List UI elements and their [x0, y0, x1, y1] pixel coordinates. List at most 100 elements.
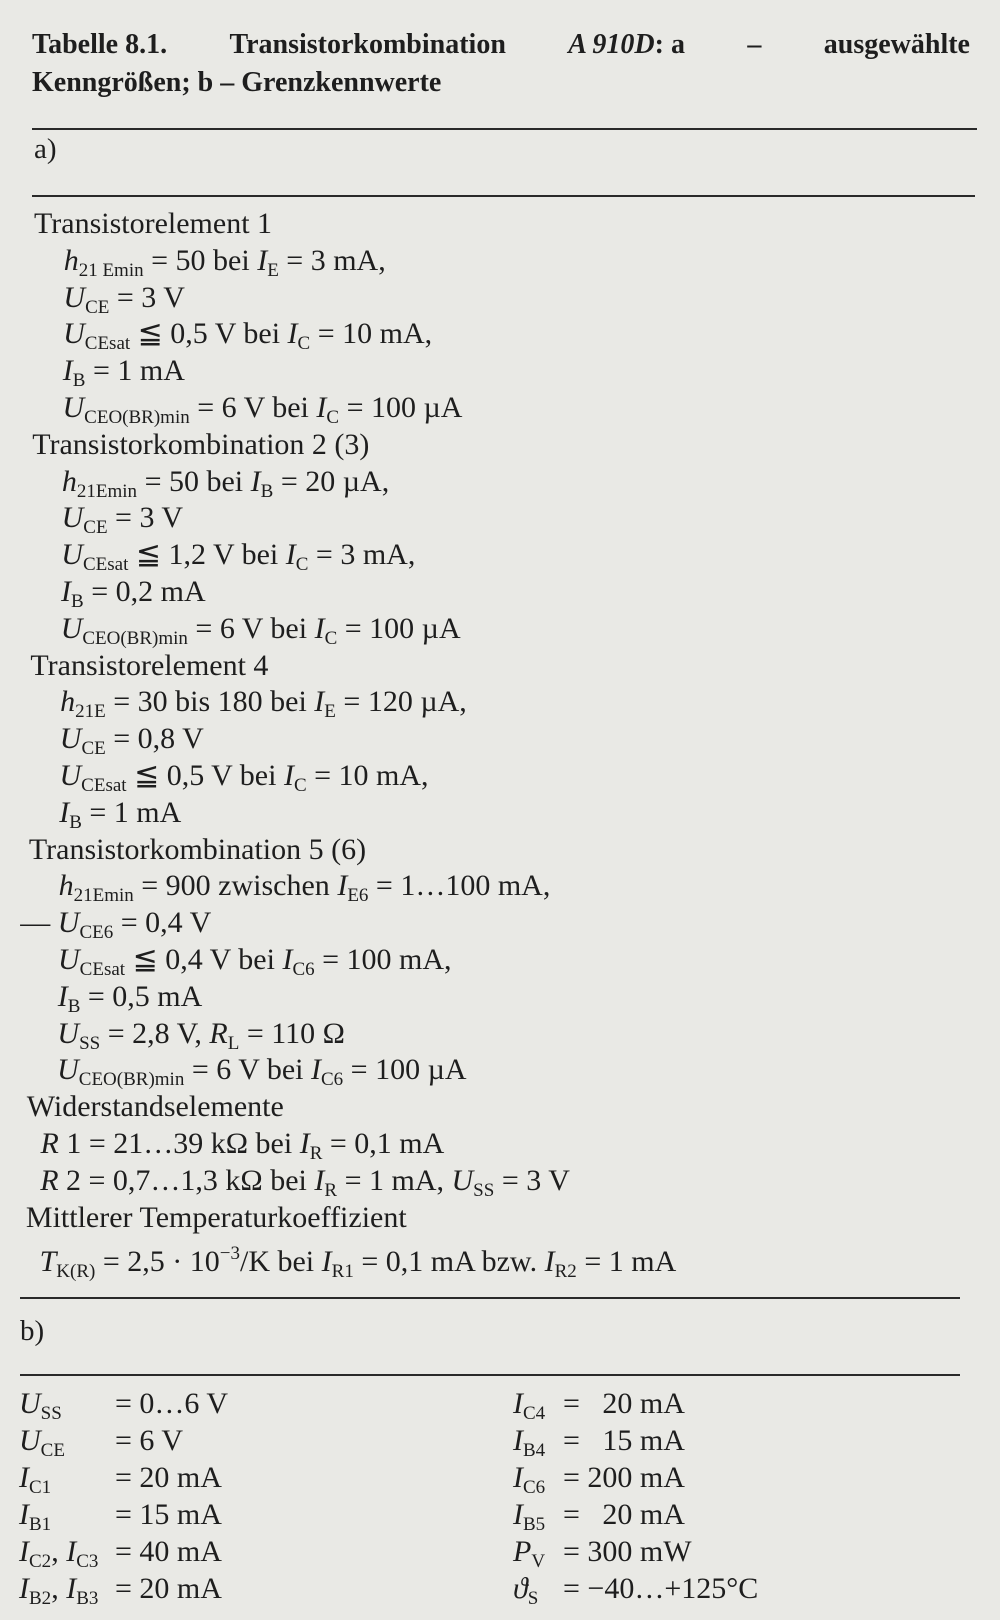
limit-name: IB5: [513, 1497, 545, 1543]
group-heading: Widerstandselemente: [27, 1089, 284, 1125]
limit-value: = 15 mA: [563, 1424, 685, 1457]
text-segment: I: [283, 759, 294, 792]
text-segment: Mittlerer Temperaturkoeffizient: [25, 1200, 407, 1234]
caption-part-a: : a: [654, 29, 685, 60]
text-segment: U: [59, 759, 82, 792]
text-segment: I: [19, 1535, 29, 1568]
text-segment: = 900 zwischen: [133, 869, 338, 903]
rule-b: [20, 1374, 960, 1376]
section-b-label: b): [20, 1315, 45, 1347]
caption-device: A 910D: [568, 29, 655, 60]
text-segment: = 0,8 V: [105, 722, 204, 756]
parameter-line: UCEO(BR)min = 6 V bei IC6 = 100 µA: [57, 1052, 466, 1098]
text-segment: I: [257, 243, 268, 277]
text-segment: T: [39, 1245, 57, 1279]
text-segment: R: [309, 1143, 323, 1164]
text-segment: Transistorelement 1: [34, 207, 273, 240]
limit-value: = 6 V: [115, 1424, 184, 1457]
parameter-line: IB = 0,2 mA: [61, 574, 206, 620]
parameter-line: USS = 2,8 V, RL = 110 Ω: [57, 1016, 345, 1062]
caption-ausgewaehlte: ausgewählte: [823, 29, 970, 60]
text-segment: K(R): [56, 1261, 96, 1283]
text-segment: U: [61, 501, 84, 535]
text-segment: I: [544, 1245, 555, 1279]
text-segment: I: [59, 795, 70, 829]
text-segment: = 110 Ω: [239, 1016, 345, 1050]
text-segment: = 1 mA: [576, 1245, 677, 1279]
text-segment: CEsat: [79, 959, 126, 980]
text-segment: I: [250, 464, 261, 498]
text-segment: I: [57, 979, 68, 1013]
limit-value: = 40 mA: [115, 1535, 222, 1568]
text-segment: U: [451, 1163, 474, 1197]
group-heading: Mittlerer Temperaturkoeffizient: [26, 1200, 407, 1236]
text-segment: CEsat: [81, 775, 127, 796]
text-segment: = 50 bei: [143, 243, 258, 277]
caption-line2: Kenngrößen; b – Grenzkennwerte: [32, 67, 442, 98]
parameter-line: IB = 0,5 mA: [58, 979, 203, 1025]
caption-dash: –: [747, 29, 762, 60]
text-segment: B: [72, 370, 86, 392]
text-segment: B: [71, 591, 84, 612]
limit-name: IB4: [513, 1423, 545, 1469]
text-segment: CEO(BR)min: [82, 627, 188, 649]
text-segment: = 6 V bei: [187, 611, 315, 645]
text-segment: Transistorkombination 2 (3): [32, 427, 370, 461]
parameter-line: UCE = 3 V: [62, 500, 184, 546]
text-segment: E: [324, 701, 336, 723]
text-segment: = 2,5 · 10: [95, 1245, 220, 1279]
text-segment: C1: [29, 1477, 52, 1498]
text-segment: B1: [29, 1514, 52, 1535]
text-segment: U: [57, 1053, 79, 1087]
text-segment: I: [66, 1572, 77, 1605]
text-segment: I: [19, 1572, 29, 1605]
text-segment: R2: [554, 1261, 577, 1283]
text-segment: R: [209, 1016, 228, 1050]
text-segment: = 6 V bei: [189, 391, 317, 424]
limit-name: IC6: [513, 1460, 545, 1506]
text-segment: I: [513, 1461, 523, 1494]
text-segment: CE: [40, 1440, 65, 1461]
text-segment: E: [267, 259, 279, 281]
caption-number: Tabelle 8.1.: [32, 29, 168, 60]
text-segment: = 100 mA,: [314, 943, 452, 976]
limit-value: = 15 mA: [115, 1498, 222, 1531]
parameter-line: h21 Emin = 50 bei IE = 3 mA,: [64, 243, 386, 289]
text-segment: 21E: [75, 701, 106, 723]
parameter-line: R 2 = 0,7…1,3 kΩ bei IR = 1 mA, USS = 3 …: [40, 1163, 570, 1209]
text-segment: C6: [320, 1069, 344, 1091]
text-segment: I: [19, 1498, 29, 1531]
text-segment: I: [19, 1461, 29, 1494]
text-segment: I: [316, 391, 327, 424]
parameter-line: — UCE6 = 0,4 V: [20, 905, 211, 951]
text-segment: I: [513, 1498, 523, 1531]
text-segment: E6: [347, 885, 369, 907]
text-segment: I: [287, 317, 298, 351]
group-heading: Transistorkombination 2 (3): [32, 427, 369, 463]
text-segment: B5: [523, 1514, 546, 1535]
text-segment: R1: [331, 1261, 354, 1283]
text-segment: S: [527, 1588, 539, 1609]
text-segment: SS: [79, 1032, 101, 1054]
text-segment: h: [58, 869, 74, 903]
limit-name: IB2, IB3: [19, 1571, 98, 1617]
text-segment: L: [227, 1032, 240, 1054]
text-segment: = 1 mA,: [337, 1163, 452, 1197]
text-segment: B: [69, 811, 82, 833]
text-segment: = 1 mA: [85, 354, 185, 388]
text-segment: ,: [51, 1572, 67, 1605]
text-segment: C: [324, 627, 338, 649]
limit-value: = 200 mA: [563, 1461, 685, 1494]
text-segment: = 3 mA,: [308, 538, 416, 572]
text-segment: I: [310, 1053, 321, 1087]
text-segment: = 2,8 V,: [100, 1016, 210, 1050]
text-segment: 21Emin: [76, 480, 138, 502]
text-segment: = 3 mA,: [278, 243, 386, 277]
text-segment: Transistorelement 4: [30, 648, 269, 682]
text-segment: B4: [523, 1440, 546, 1461]
limit-name: UCE: [19, 1423, 65, 1469]
rule-b-top: [20, 1297, 960, 1299]
text-segment: I: [513, 1387, 523, 1420]
table-caption: Tabelle 8.1. Transistorkombination A 910…: [32, 26, 970, 102]
text-segment: I: [314, 611, 325, 645]
